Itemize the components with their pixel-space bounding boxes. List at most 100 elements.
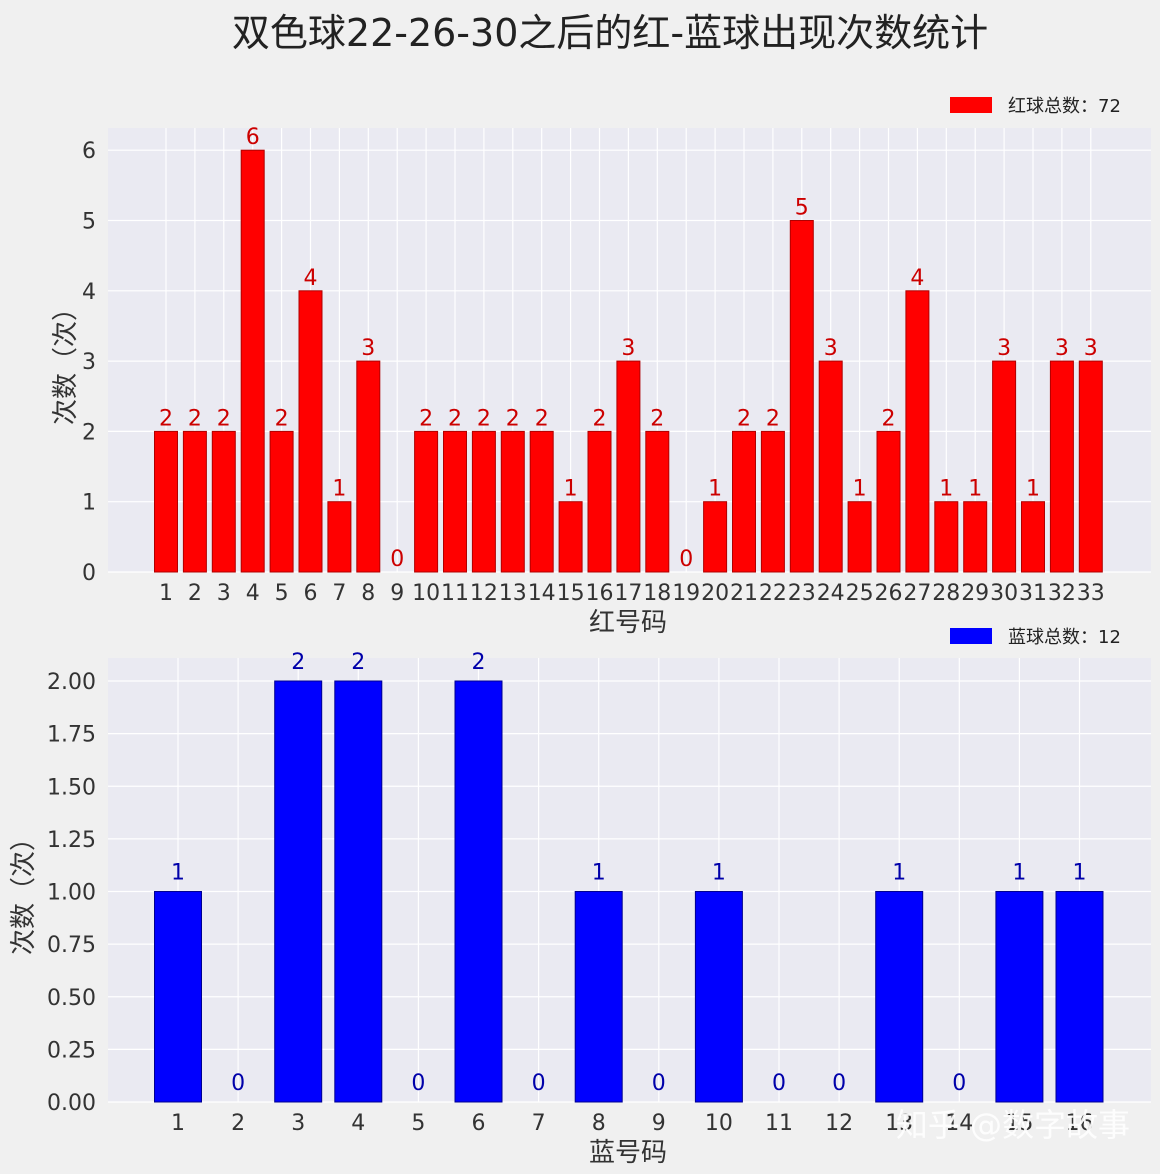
red-x-tick-label: 24 bbox=[817, 581, 845, 606]
red-value-label-14: 2 bbox=[535, 406, 549, 431]
red-value-label-28: 1 bbox=[939, 477, 953, 502]
blue-x-tick-label: 16 bbox=[1066, 1111, 1094, 1136]
red-bar-25 bbox=[847, 501, 872, 573]
blue-value-label-3: 2 bbox=[291, 650, 305, 675]
blue-x-tick-label: 15 bbox=[1005, 1111, 1033, 1136]
blue-x-tick-label: 2 bbox=[231, 1111, 245, 1136]
blue-value-label-1: 1 bbox=[171, 861, 185, 886]
blue-bar-3 bbox=[274, 680, 323, 1103]
blue-x-ticks: 1 2 3 4 5 6 7 8 9 10 11 12 13 14 15 16 bbox=[171, 1111, 1094, 1136]
blue-bar-1 bbox=[154, 891, 202, 1103]
blue-value-label-5: 0 bbox=[411, 1071, 425, 1096]
red-y-tick-label: 1 bbox=[82, 491, 96, 516]
blue-bar-8 bbox=[574, 891, 623, 1103]
red-bar-6 bbox=[298, 290, 323, 573]
red-x-tick-label: 6 bbox=[304, 581, 318, 606]
red-bar-27 bbox=[905, 290, 930, 573]
red-value-label-12: 2 bbox=[477, 406, 491, 431]
red-bar-3 bbox=[211, 430, 236, 573]
red-x-tick-label: 22 bbox=[759, 581, 787, 606]
red-bar-20 bbox=[703, 501, 728, 573]
red-bar-12 bbox=[471, 430, 496, 573]
red-y-ticks: 0 1 2 3 4 5 6 bbox=[82, 139, 96, 586]
red-value-label-20: 1 bbox=[708, 477, 722, 502]
red-value-label-31: 1 bbox=[1026, 477, 1040, 502]
red-x-tick-label: 11 bbox=[441, 581, 469, 606]
red-x-tick-label: 2 bbox=[188, 581, 202, 606]
blue-value-label-14: 0 bbox=[952, 1071, 966, 1096]
red-y-tick-label: 4 bbox=[82, 280, 96, 305]
blue-x-axis-label: 蓝号码 bbox=[589, 1138, 667, 1168]
red-value-label-29: 1 bbox=[968, 477, 982, 502]
red-x-tick-label: 31 bbox=[1019, 581, 1047, 606]
blue-y-tick-label: 1.50 bbox=[47, 775, 96, 800]
red-x-tick-label: 9 bbox=[390, 581, 404, 606]
red-x-tick-label: 14 bbox=[528, 581, 556, 606]
red-value-label-15: 1 bbox=[564, 477, 578, 502]
blue-value-label-8: 1 bbox=[592, 861, 606, 886]
red-x-tick-label: 33 bbox=[1077, 581, 1105, 606]
blue-y-axis-label: 次数（次） bbox=[9, 825, 39, 955]
red-x-ticks: 1 2 3 4 5 6 7 8 9 10 11 12 13 14 15 16 17 18 19 20 21 22 23 24 2… bbox=[159, 581, 1105, 606]
red-bar-18 bbox=[645, 430, 670, 573]
blue-y-tick-label: 1.75 bbox=[47, 723, 96, 748]
red-value-label-25: 1 bbox=[853, 477, 867, 502]
red-value-label-21: 2 bbox=[737, 406, 751, 431]
red-value-label-1: 2 bbox=[159, 406, 173, 431]
red-bar-4 bbox=[240, 149, 265, 573]
red-value-label-6: 4 bbox=[304, 266, 318, 291]
blue-value-label-11: 0 bbox=[772, 1071, 786, 1096]
red-x-tick-label: 4 bbox=[246, 581, 260, 606]
red-value-label-22: 2 bbox=[766, 406, 780, 431]
red-bar-30 bbox=[992, 360, 1017, 573]
blue-y-tick-label: 0.00 bbox=[47, 1091, 96, 1116]
red-x-tick-label: 25 bbox=[846, 581, 874, 606]
red-bar-10 bbox=[414, 430, 439, 573]
red-y-tick-label: 5 bbox=[82, 210, 96, 235]
blue-y-tick-label: 1.25 bbox=[47, 828, 96, 853]
red-x-tick-label: 30 bbox=[990, 581, 1018, 606]
red-bar-17 bbox=[616, 360, 641, 573]
red-value-label-8: 3 bbox=[361, 336, 375, 361]
blue-bars bbox=[154, 680, 1104, 1103]
red-value-label-27: 4 bbox=[910, 266, 924, 291]
red-bar-7 bbox=[327, 501, 352, 573]
red-value-label-2: 2 bbox=[188, 406, 202, 431]
red-x-tick-label: 7 bbox=[332, 581, 346, 606]
blue-y-ticks: 0.00 0.25 0.50 0.75 1.00 1.25 1.50 1.75 2.00 bbox=[47, 670, 96, 1116]
blue-legend: 蓝球总数：12 bbox=[950, 627, 1121, 648]
blue-y-tick-label: 1.00 bbox=[47, 881, 96, 906]
blue-value-label-16: 1 bbox=[1073, 861, 1087, 886]
red-value-label-13: 2 bbox=[506, 406, 520, 431]
red-x-tick-label: 1 bbox=[159, 581, 173, 606]
red-bar-1 bbox=[154, 430, 178, 573]
red-x-tick-label: 16 bbox=[586, 581, 614, 606]
red-x-tick-label: 32 bbox=[1048, 581, 1076, 606]
red-x-tick-label: 29 bbox=[961, 581, 989, 606]
blue-x-tick-label: 4 bbox=[351, 1111, 365, 1136]
red-x-tick-label: 3 bbox=[217, 581, 231, 606]
blue-x-tick-label: 11 bbox=[765, 1111, 793, 1136]
red-x-tick-label: 15 bbox=[557, 581, 585, 606]
blue-plot-area bbox=[108, 658, 1151, 1102]
red-value-label-24: 3 bbox=[824, 336, 838, 361]
blue-legend-label: 蓝球总数：12 bbox=[1008, 627, 1121, 648]
blue-bar-10 bbox=[694, 891, 743, 1103]
red-y-tick-label: 2 bbox=[82, 420, 96, 445]
red-bar-14 bbox=[529, 430, 554, 573]
red-value-label-16: 2 bbox=[593, 406, 607, 431]
blue-x-tick-label: 9 bbox=[652, 1111, 666, 1136]
blue-x-tick-label: 13 bbox=[885, 1111, 913, 1136]
blue-bar-15 bbox=[995, 891, 1044, 1103]
red-bar-22 bbox=[760, 430, 785, 573]
red-bar-29 bbox=[963, 501, 988, 573]
watermark: 知乎 @数字故事 bbox=[896, 1106, 1130, 1144]
red-value-label-23: 5 bbox=[795, 196, 809, 221]
red-x-tick-label: 13 bbox=[499, 581, 527, 606]
red-x-tick-label: 28 bbox=[932, 581, 960, 606]
red-bar-21 bbox=[732, 430, 756, 573]
red-x-tick-label: 18 bbox=[643, 581, 671, 606]
red-bar-5 bbox=[269, 430, 294, 573]
red-value-label-3: 2 bbox=[217, 406, 231, 431]
